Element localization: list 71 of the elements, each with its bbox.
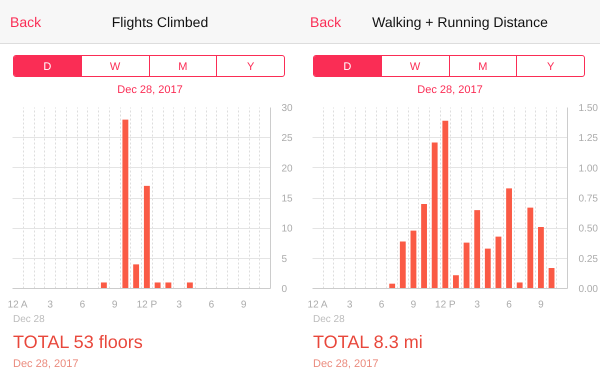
x-tick-label: 3	[474, 300, 480, 310]
x-tick-label: 12 P	[136, 300, 158, 310]
text: TOTAL 8.3 mi	[313, 332, 423, 352]
bar	[548, 268, 554, 288]
text: Y	[516, 56, 584, 76]
text: Dec 28, 2017	[116, 83, 184, 98]
y-tick-label: 0.75	[578, 194, 598, 204]
x-tick-label: 9	[240, 300, 247, 310]
text: Dec 28, 2017	[13, 357, 80, 371]
text: W	[80, 56, 148, 76]
x-tick-label: 6	[378, 300, 385, 310]
text: D	[314, 56, 381, 76]
bar	[538, 226, 544, 288]
x-tick-label: 9	[112, 300, 118, 310]
text: W	[380, 56, 448, 76]
bar	[133, 264, 140, 288]
x-tick-label: 3	[176, 300, 182, 310]
bar	[506, 188, 512, 288]
x-tick-label: 9	[410, 300, 417, 310]
bar	[442, 120, 448, 288]
y-tick-label: 15	[282, 194, 294, 204]
bar	[400, 241, 406, 288]
y-tick-label: 25	[282, 133, 294, 144]
y-tick-label: 0.00	[578, 284, 598, 295]
text: Dec 28, 2017	[313, 357, 380, 371]
y-tick-label: 1.00	[578, 163, 598, 174]
y-tick-label: 10	[282, 224, 294, 235]
bar	[527, 208, 534, 288]
bar	[154, 282, 161, 288]
bar	[410, 230, 416, 288]
text: Back	[10, 13, 42, 32]
text: M	[148, 56, 216, 76]
x-tick-label: 9	[538, 300, 544, 310]
bar	[122, 120, 128, 288]
x-tick-label: 3	[346, 300, 353, 310]
x-tick-label: 12 A	[308, 300, 328, 310]
y-tick-label: 0	[282, 284, 288, 295]
bar	[464, 242, 470, 288]
bar	[484, 248, 491, 288]
text: Y	[216, 56, 284, 76]
bar	[432, 142, 438, 288]
x-tick-label: 3	[47, 300, 54, 310]
bar	[186, 282, 193, 288]
y-tick-label: 5	[282, 254, 288, 265]
text: Back	[310, 13, 342, 32]
text: Dec 28	[13, 313, 46, 327]
x-tick-label: 6	[506, 300, 512, 310]
x-tick-label: 6	[208, 300, 215, 310]
text: M	[448, 56, 516, 76]
chart-title: Flights Climbed	[110, 13, 210, 32]
bar	[474, 210, 480, 288]
x-tick-label: 6	[80, 300, 86, 310]
y-tick-label: 30	[282, 103, 294, 114]
bar	[453, 275, 459, 288]
bar	[421, 204, 427, 288]
x-tick-label: 12 A	[8, 300, 28, 310]
text: TOTAL 53 floors	[13, 332, 143, 352]
bar	[496, 236, 502, 288]
bar	[100, 282, 107, 288]
bar	[144, 186, 150, 288]
bar	[165, 282, 172, 288]
y-tick-label: 1.50	[578, 103, 598, 114]
y-tick-label: 20	[282, 163, 294, 174]
text: Dec 28	[313, 313, 346, 327]
x-tick-label: 12 P	[435, 300, 456, 310]
text: D	[14, 56, 81, 76]
text: Dec 28, 2017	[416, 83, 484, 98]
y-tick-label: 0.50	[578, 224, 598, 235]
y-tick-label: 0.25	[578, 254, 598, 265]
y-tick-label: 1.25	[578, 133, 598, 144]
chart-title: Walking + Running Distance	[371, 13, 549, 32]
